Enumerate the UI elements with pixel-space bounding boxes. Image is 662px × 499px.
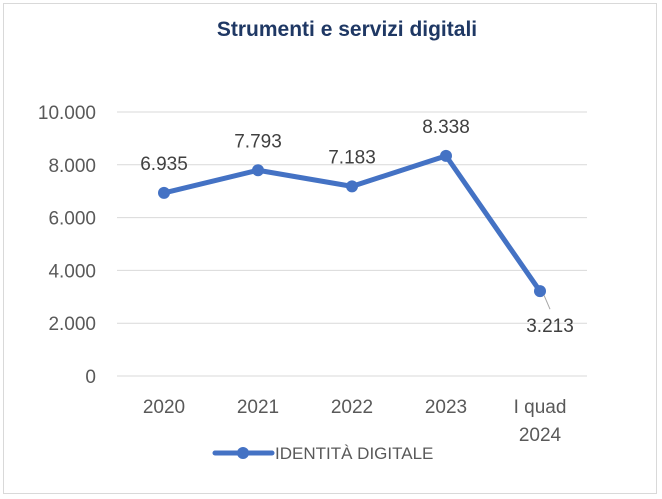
x-tick-label: 2020	[143, 397, 185, 418]
data-label-leader	[543, 294, 551, 310]
data-point	[346, 180, 358, 193]
x-tick-label: I quad 2024	[514, 397, 567, 446]
series-identita-digitale	[158, 149, 546, 298]
data-label: 7.183	[328, 147, 376, 168]
data-label: 3.213	[526, 316, 574, 337]
y-tick-label: 0	[85, 367, 96, 388]
legend-point-marker	[237, 447, 249, 459]
data-point	[158, 186, 170, 199]
x-tick-label: 2023	[425, 397, 467, 418]
data-point	[252, 164, 264, 177]
chart-frame	[3, 3, 657, 494]
data-labels: 6.935 7.793 7.183 8.338 3.213	[140, 117, 574, 337]
x-axis-ticks: 2020 2021 2022 2023 I quad 2024	[143, 397, 567, 446]
data-point	[534, 285, 546, 298]
legend: IDENTITÀ DIGITALE	[212, 444, 433, 463]
x-tick-label: 2021	[237, 397, 279, 418]
y-tick-label: 2.000	[48, 314, 96, 335]
data-label: 6.935	[140, 154, 188, 175]
y-tick-label: 6.000	[48, 209, 96, 230]
legend-label: IDENTITÀ DIGITALE	[275, 444, 433, 463]
y-axis-ticks: 0 2.000 4.000 6.000 8.000 10.000	[38, 103, 96, 388]
y-tick-label: 10.000	[38, 103, 96, 124]
gridlines	[117, 111, 587, 377]
data-label: 8.338	[422, 117, 470, 138]
y-tick-label: 4.000	[48, 261, 96, 282]
data-point	[440, 149, 452, 162]
chart-title: Strumenti e servizi digitali	[217, 18, 477, 41]
x-tick-label: 2022	[331, 397, 373, 418]
y-tick-label: 8.000	[48, 156, 96, 177]
data-label: 7.793	[234, 131, 282, 152]
